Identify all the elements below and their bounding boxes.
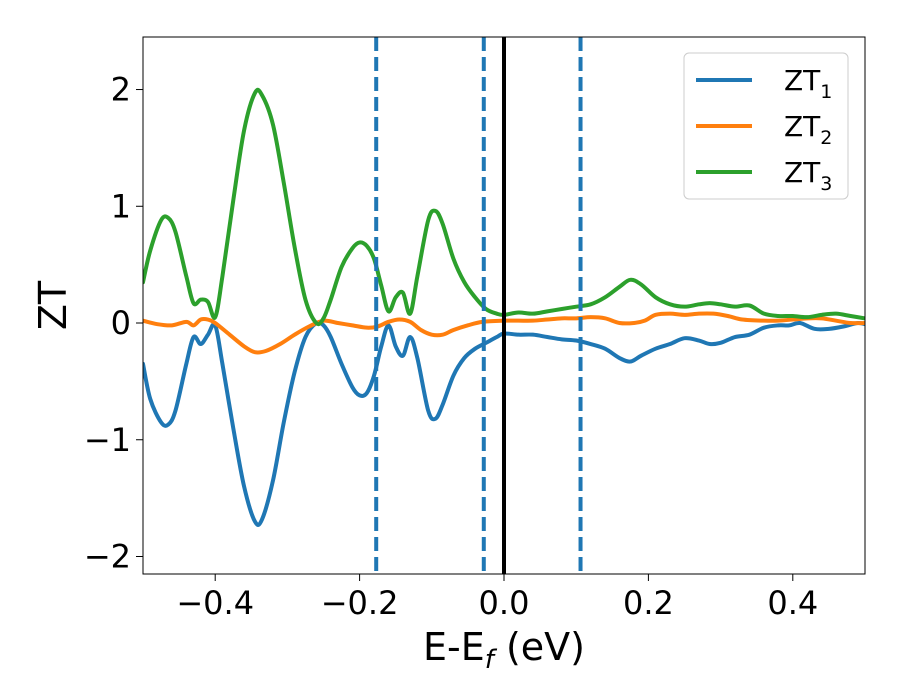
y-tick-label: 1: [111, 187, 131, 225]
legend-label: ZT2: [784, 110, 832, 149]
y-tick-label: 2: [111, 71, 131, 109]
x-axis-title: E-Ef (eV): [423, 625, 585, 675]
x-tick-label: 0.2: [623, 584, 674, 622]
x-tick-label: 0.4: [767, 584, 818, 622]
x-tick-label: −0.2: [321, 584, 399, 622]
y-tick-label: −2: [84, 537, 131, 575]
series-layer: [143, 87, 865, 527]
x-tick-label: 0.0: [479, 584, 530, 622]
y-tick-label: −1: [84, 421, 131, 459]
reference-lines: [374, 37, 583, 574]
x-axis-title-tail: (eV): [494, 625, 585, 669]
series-line-zt3: [143, 87, 865, 327]
series-line-zt1: [143, 320, 865, 527]
y-axis-ticks: −2 −1 0 1 2: [84, 71, 143, 575]
x-axis-ticks: −0.4 −0.2 0.0 0.2 0.4: [176, 574, 818, 622]
x-axis-title-main: E-E: [423, 625, 485, 669]
legend: ZT1 ZT2 ZT3: [683, 52, 849, 200]
legend-label: ZT1: [784, 64, 832, 103]
x-tick-label: −0.4: [176, 584, 254, 622]
y-axis-title: ZT: [31, 280, 75, 330]
series-line-zt2: [143, 311, 865, 355]
legend-box: [683, 52, 849, 200]
legend-label: ZT3: [784, 156, 832, 195]
y-tick-label: 0: [111, 304, 131, 342]
